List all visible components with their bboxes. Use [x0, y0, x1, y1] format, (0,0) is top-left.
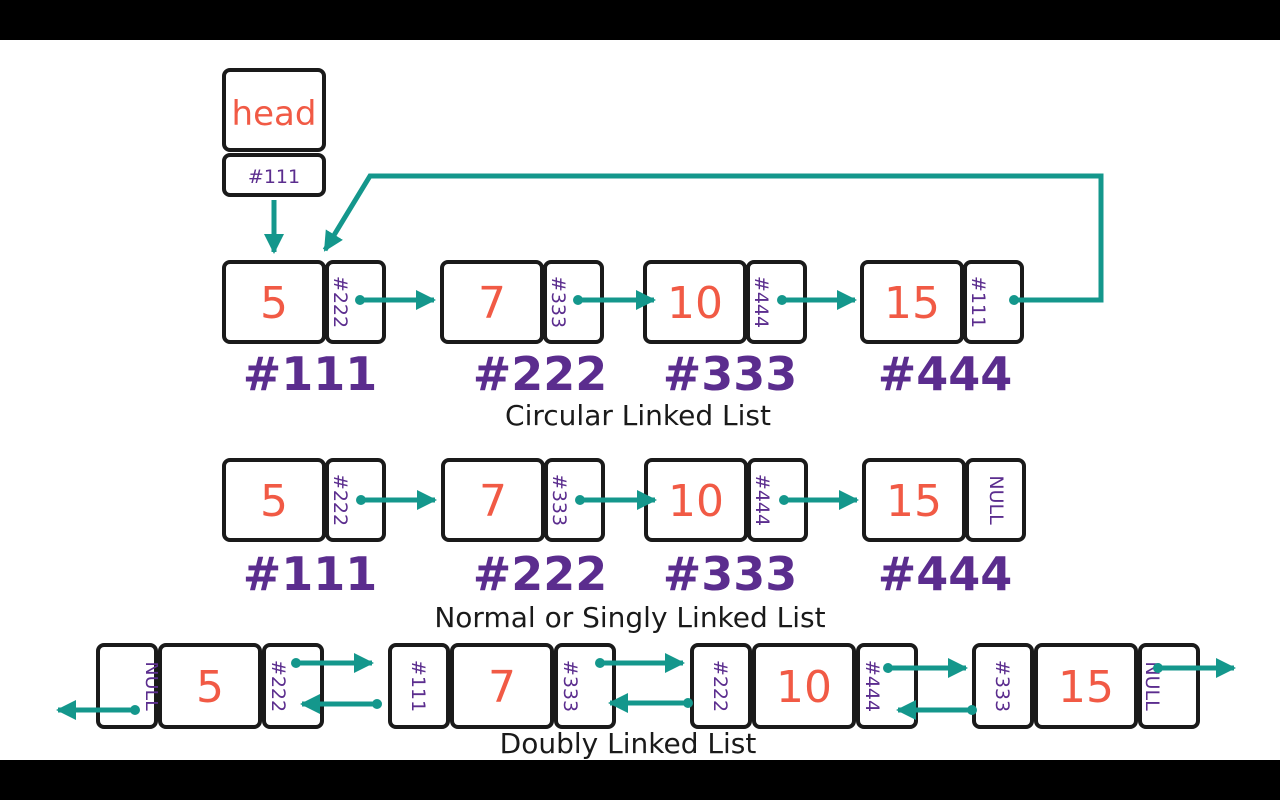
- singly-node-2-next: #444: [751, 474, 773, 526]
- singly-node-3-value-box: [862, 458, 966, 542]
- doubly-node-1-prev-box: [388, 643, 450, 729]
- singly-node-1-address: #222: [473, 547, 608, 601]
- doubly-node-1-prev: #111: [407, 660, 429, 712]
- singly-node-1-value-box: [441, 458, 545, 542]
- doubly-node-3-value-box: [1034, 643, 1138, 729]
- singly-node-2-address: #333: [663, 547, 798, 601]
- singly-node-3-address: #444: [878, 547, 1013, 601]
- singly-node-0-address: #111: [243, 547, 378, 601]
- head-label: head: [232, 94, 317, 134]
- doubly-node-0-next: #222: [267, 660, 289, 712]
- singly-node-0-next: #222: [329, 474, 351, 526]
- circular-node-1-value: 7: [478, 278, 506, 329]
- circular-node-3-value: 15: [884, 278, 940, 329]
- circular-caption: Circular Linked List: [505, 399, 771, 432]
- circular-node-0-next: #222: [329, 276, 351, 328]
- doubly-node-2-value: 10: [776, 662, 832, 713]
- head-pointer-value: #111: [248, 166, 300, 188]
- singly-node-3-value: 15: [886, 476, 942, 527]
- circular-node-1-value-box: [440, 260, 544, 344]
- singly-node-0-value-box: [222, 458, 326, 542]
- circular-node-3-value-box: [860, 260, 964, 344]
- doubly-node-3-next: NULL: [1141, 661, 1163, 711]
- singly-linked-list: 5 #222 #111 7 #333 #222 10 #444 #333 15 …: [222, 458, 1026, 634]
- doubly-node-3-prev-box: [972, 643, 1034, 729]
- singly-node-3-next: NULL: [985, 475, 1007, 525]
- circular-node-3-next: #111: [967, 276, 989, 328]
- doubly-node-2-prev: #222: [709, 660, 731, 712]
- head-label-box: [222, 68, 326, 152]
- doubly-node-2-prev-box: [690, 643, 752, 729]
- circular-loop-arrow: [322, 173, 1104, 303]
- doubly-node-2-next: #444: [861, 660, 883, 712]
- doubly-node-0-prev-box: [96, 643, 158, 729]
- doubly-node-2-value-box: [752, 643, 856, 729]
- doubly-caption: Doubly Linked List: [500, 727, 757, 760]
- singly-caption: Normal or Singly Linked List: [434, 601, 825, 634]
- singly-node-1-next: #333: [548, 474, 570, 526]
- circular-node-1-address: #222: [473, 347, 608, 401]
- circular-node-3-address: #444: [878, 347, 1013, 401]
- circular-node-0-value: 5: [260, 278, 288, 329]
- doubly-linked-list: NULL 5 #222 #111 7 #333 #222 10 #444 #33…: [56, 643, 1236, 760]
- doubly-node-3-prev: #333: [991, 660, 1013, 712]
- circular-node-2-next: #444: [750, 276, 772, 328]
- letterbox-bottom: [0, 760, 1280, 800]
- head-pointer-box: [222, 153, 326, 197]
- doubly-node-0-value: 5: [196, 662, 224, 713]
- doubly-node-3-value: 15: [1058, 662, 1114, 713]
- doubly-node-0-value-box: [158, 643, 262, 729]
- doubly-node-0-prev: NULL: [141, 661, 163, 711]
- circular-node-1-next: #333: [547, 276, 569, 328]
- doubly-node-1-value-box: [450, 643, 554, 729]
- singly-node-0-value: 5: [260, 476, 288, 527]
- doubly-node-1-next: #333: [559, 660, 581, 712]
- circular-node-0-address: #111: [243, 347, 378, 401]
- circular-node-2-address: #333: [663, 347, 798, 401]
- singly-node-3-next-box: [965, 458, 1026, 542]
- doubly-node-1-value: 7: [488, 662, 516, 713]
- diagram-canvas: [0, 40, 1280, 760]
- singly-node-2-value: 10: [668, 476, 724, 527]
- singly-node-1-value: 7: [479, 476, 507, 527]
- circular-node-2-value: 10: [667, 278, 723, 329]
- circular-linked-list: 5 #222 #111 7 #333 #222 10 #444 #333 15 …: [222, 173, 1104, 432]
- circular-node-0-value-box: [222, 260, 326, 344]
- letterbox-top: [0, 0, 1280, 40]
- head-pointer: head #111: [222, 68, 326, 254]
